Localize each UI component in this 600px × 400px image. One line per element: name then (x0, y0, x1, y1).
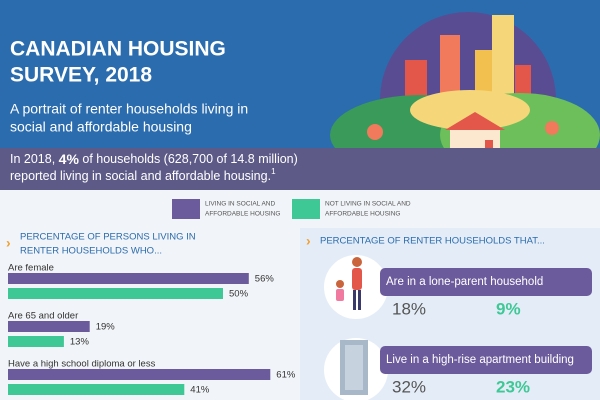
value-label: 19% (96, 322, 116, 333)
bar (8, 321, 90, 332)
section-title: RENTER HOUSEHOLDS WHO... (20, 246, 162, 257)
section-title: PERCENTAGE OF PERSONS LIVING IN (20, 232, 196, 243)
bar (8, 369, 271, 380)
value-label: 56% (255, 274, 275, 285)
header-text: CANADIAN HOUSING SURVEY, 2018 A portrait… (10, 38, 298, 184)
family-icon (324, 255, 388, 319)
legend-label: AFFORDABLE HOUSING (205, 211, 280, 218)
value-label: 13% (70, 337, 90, 348)
bar (8, 336, 64, 347)
subtitle: social and affordable housing (10, 119, 192, 135)
chevron: › (306, 233, 311, 249)
building-icon (324, 338, 388, 400)
stat-label: Live in a high-rise apartment building (386, 354, 574, 366)
stat-label: Are in a lone-parent household (386, 276, 543, 288)
chevron: › (6, 235, 11, 251)
legend-label: LIVING IN SOCIAL AND (205, 201, 276, 208)
bar-label: Are female (8, 263, 54, 274)
value-label: 61% (276, 370, 296, 381)
highlight-text: reported living in social and affordable… (10, 167, 276, 183)
stat-value: 23% (496, 377, 530, 396)
bar-label: Have a high school diploma or less (8, 359, 156, 370)
bar (8, 273, 249, 284)
title: SURVEY, 2018 (10, 64, 152, 87)
stat-box (380, 268, 592, 296)
stat-value: 9% (496, 299, 521, 318)
legend-label: AFFORDABLE HOUSING (325, 211, 400, 218)
subtitle: A portrait of renter households living i… (10, 101, 248, 117)
stat-box (380, 346, 592, 374)
legend-swatch (172, 199, 200, 219)
legend-swatch (292, 199, 320, 219)
bar-label: Are 65 and older (8, 311, 78, 322)
stat-value: 32% (392, 377, 426, 396)
bar (8, 384, 185, 395)
value-label: 50% (229, 289, 249, 300)
highlight-band (0, 148, 600, 190)
stat-value: 18% (392, 299, 426, 318)
legend-label: NOT LIVING IN SOCIAL AND (325, 201, 411, 208)
value-label: 41% (190, 385, 210, 396)
highlight-text: In 2018, 4% of households (628,700 of 14… (10, 151, 298, 167)
title: CANADIAN HOUSING (10, 38, 226, 61)
section-title: PERCENTAGE OF RENTER HOUSEHOLDS THAT... (320, 236, 545, 247)
bar (8, 288, 223, 299)
